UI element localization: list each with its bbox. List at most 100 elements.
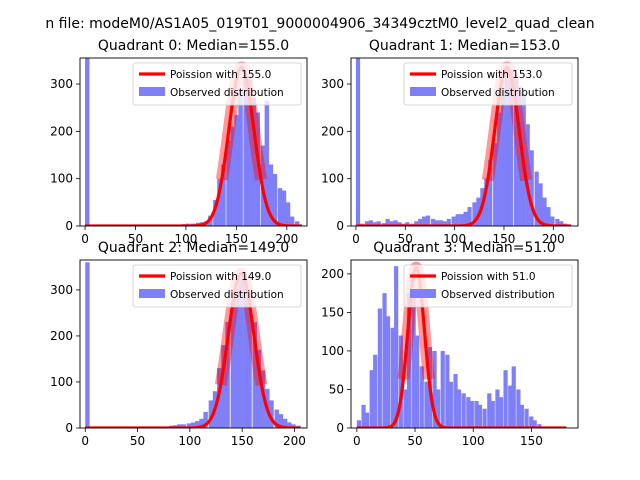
histogram-bar [440, 350, 445, 428]
x-tick-label: 150 [231, 434, 254, 448]
x-tick-label: 150 [520, 434, 543, 448]
histogram-bar [525, 124, 530, 226]
histogram-bar [488, 159, 493, 226]
poisson-curve [355, 266, 568, 428]
histogram-bar [377, 308, 382, 428]
histogram-bar [529, 416, 534, 428]
histogram-bar [517, 86, 522, 226]
histogram-bar [243, 280, 248, 428]
histogram-bar [495, 389, 500, 428]
axes-frame [79, 259, 308, 429]
legend-box [403, 264, 573, 308]
subplot-2: 0 50 100 150 200 0 100 200 300 Poission with 149.… [50, 240, 308, 448]
y-tick-label: 50 [329, 382, 344, 396]
histogram-bar [435, 389, 441, 428]
y-tick-label: 300 [50, 77, 73, 91]
histogram-bar [289, 216, 295, 226]
histogram-bar [546, 207, 551, 226]
y-tick-label: 200 [50, 329, 73, 343]
histogram-bar [376, 221, 381, 226]
histogram-bar [390, 327, 395, 428]
histogram-bar [559, 221, 564, 226]
histogram-bar [434, 220, 440, 226]
legend-label-observed: Observed distribution [170, 289, 284, 301]
plot-area [355, 261, 568, 428]
y-tick-label: 200 [50, 124, 73, 138]
histogram-bar [368, 220, 373, 226]
histogram-bar [463, 211, 468, 226]
histogram-bar [208, 400, 214, 428]
legend-label-poisson: Poission with 149.0 [170, 271, 271, 283]
y-tick-label: 100 [321, 172, 344, 186]
histogram-bar [256, 349, 262, 428]
histogram-bar [487, 393, 492, 428]
histogram-bar [424, 381, 429, 428]
legend-handle-observed [410, 87, 436, 96]
x-tick-label: 0 [353, 434, 361, 448]
legend-label-observed: Observed distribution [441, 87, 555, 99]
legend-box [403, 62, 573, 106]
histogram-bar [403, 389, 408, 428]
histogram-bar [493, 143, 498, 226]
histogram-bar [281, 190, 287, 226]
x-tick-label: 50 [398, 232, 413, 246]
histogram-bar [397, 222, 402, 226]
axes-frame [79, 57, 308, 227]
plot-area [354, 58, 573, 226]
legend-handle-observed [139, 87, 165, 96]
x-tick-label: 100 [174, 232, 197, 246]
y-tick-label: 100 [50, 172, 73, 186]
x-tick-label: 50 [407, 434, 422, 448]
histogram-bar [177, 424, 182, 428]
histogram-bar [190, 422, 196, 428]
x-tick-label: 0 [352, 232, 360, 246]
histogram-bar [199, 418, 204, 428]
histogram-bar [519, 404, 524, 428]
histogram-bar [501, 88, 506, 226]
histogram-bar [432, 350, 437, 428]
histogram-bar [369, 370, 374, 428]
histogram-bar [419, 366, 424, 428]
histogram-bar [513, 74, 518, 226]
histogram-bar [467, 207, 472, 226]
legend-label-observed: Observed distribution [170, 87, 284, 99]
y-tick-label: 0 [65, 421, 73, 435]
legend-label-observed: Observed distribution [441, 289, 555, 301]
x-tick-label: 100 [443, 232, 466, 246]
histogram-bar [269, 400, 274, 428]
histogram-bar [255, 112, 260, 226]
histogram-bar [364, 221, 369, 226]
histogram-bar [469, 401, 474, 428]
histogram-bar [538, 183, 543, 226]
histogram-bar [555, 218, 560, 226]
legend-handle-observed [410, 289, 436, 298]
histogram-bar [461, 393, 466, 428]
legend-box [132, 62, 302, 106]
histogram-bar [355, 58, 361, 226]
histogram-bar [414, 221, 419, 226]
x-tick-label: 200 [542, 232, 565, 246]
histogram-bar [247, 299, 252, 428]
histogram-bar [446, 218, 451, 226]
histogram-bar [230, 126, 235, 226]
y-tick-label: 0 [65, 219, 73, 233]
y-tick-label: 100 [50, 375, 73, 389]
histogram-bar [251, 98, 256, 226]
histogram-bar [238, 88, 243, 226]
subplot-0: 0 50 100 150 200 0 100 200 300 Poission with 155.… [50, 38, 308, 246]
histogram-bar [195, 421, 200, 428]
histogram-bar [451, 216, 456, 226]
histogram-bar [477, 404, 483, 428]
histogram-bar [448, 381, 453, 428]
legend-box [132, 264, 302, 308]
histogram-bar [234, 289, 240, 428]
histogram-bar [268, 164, 274, 226]
histogram-bar [504, 69, 510, 226]
x-tick-label: 0 [81, 434, 89, 448]
histogram-bar [537, 424, 542, 428]
y-tick-label: 200 [321, 267, 344, 281]
histogram-bar [282, 418, 288, 428]
histogram-bar [508, 385, 513, 428]
histogram-bar [484, 178, 489, 226]
